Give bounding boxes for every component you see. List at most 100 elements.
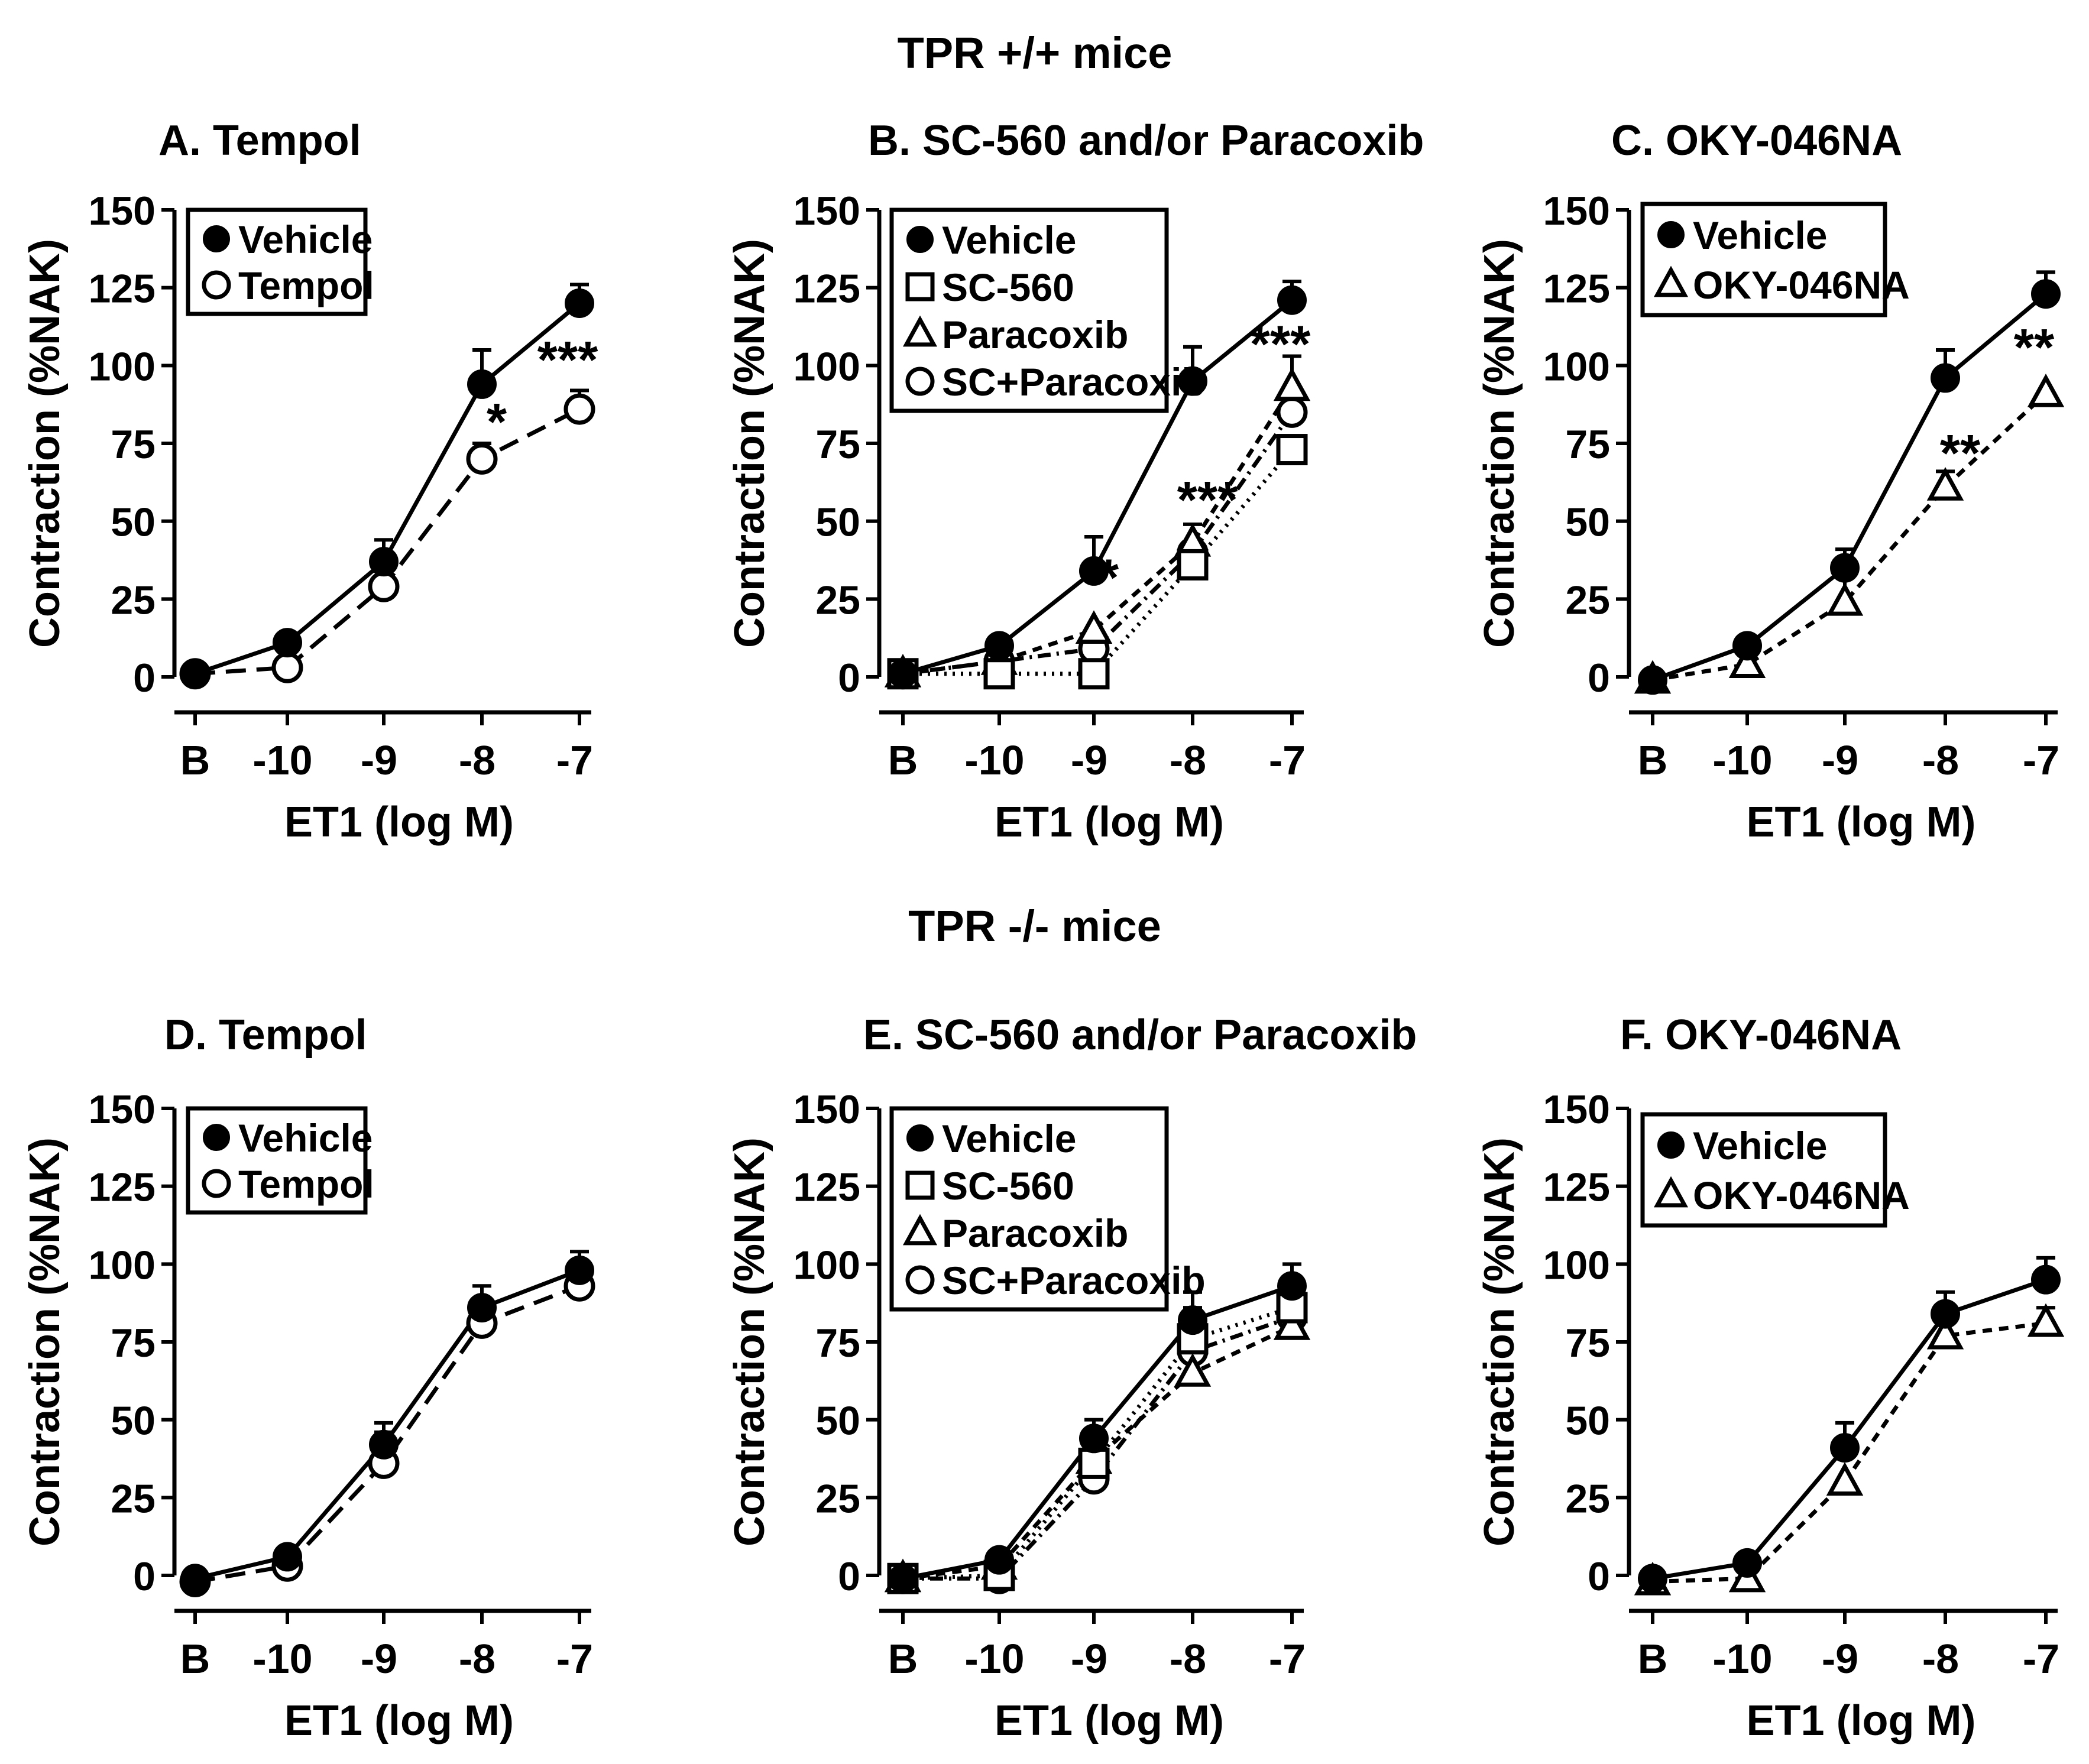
panel-d-ylabel: Contraction (%NAK) [21,1137,69,1546]
panel-c-legend-marker [1653,265,1689,297]
panel-e-point-paracoxib [1174,1353,1212,1387]
panel-b-ytick-label: 25 [815,578,860,622]
panel-e-point-vehicle [1277,1271,1307,1301]
panel-f-line-vehicle [1652,1277,2047,1581]
panel-a-xtick-label: -10 [252,737,312,783]
panel-d-point-vehicle [180,1564,210,1594]
panel-b-legend [889,207,1169,413]
panel-a-ytick-label: 0 [133,656,156,701]
panel-f-point-vehicle [1830,1433,1860,1463]
panel-e-point-vehicle [1178,1305,1207,1335]
panel-d-point-vehicle [273,1542,302,1572]
panel-e-legend-label: SC-560 [942,1164,1074,1208]
panel-c: C. OKY-046NA 0 25 50 75 100 125 150 Contraction … [1476,117,2065,846]
panel-c-point-oky-046na [1728,644,1766,678]
panel-d-xtick-label: B [180,1636,210,1682]
panel-a-xtick-label: B [180,737,210,783]
panel-c-point-vehicle [1638,665,1667,695]
panel-d-point-vehicle [467,1293,497,1323]
panel-f-ytick-label: 0 [1588,1554,1610,1599]
panel-b: B. SC-560 and/or Paracoxib 0 25 50 75 100 125 1… [726,117,1424,846]
panel-c-ytick-label: 75 [1565,422,1610,467]
panel-e-xtick-label: -10 [964,1636,1024,1682]
panel-e-ytick-label: 0 [838,1554,860,1599]
panel-a-point-tempol [466,443,498,475]
panel-c-point-oky-046na [2027,374,2065,407]
panel-f-ytick-label: 150 [1543,1087,1610,1132]
panel-e-line-sc-paracoxib [903,1315,1293,1581]
panel-b-legend-label: Paracoxib [942,313,1129,356]
panel-a-ytick-label: 75 [111,422,156,467]
panel-a-ytick-label: 150 [89,189,156,234]
panel-a-ylabel: Contraction (%NAK) [21,239,69,648]
panel-b-point-paracoxib [1075,610,1113,644]
panel-e-point-vehicle [1079,1423,1109,1454]
panel-b-significance: * [1099,548,1119,607]
panel-f-ytick-label: 75 [1565,1321,1610,1366]
panel-d-title: D. Tempol [164,1011,367,1059]
panel-b-point-vehicle [1079,556,1109,586]
panel-e-point-vehicle [984,1545,1014,1575]
panel-c-title: C. OKY-046NA [1611,117,1902,164]
panel-a-point-vehicle [273,628,302,658]
panel-c-ytick-label: 0 [1588,656,1610,701]
panel-c-point-vehicle [1830,553,1860,583]
panel-e-ytick-label: 150 [794,1087,860,1132]
panel-b-ytick-label: 100 [794,344,860,389]
panel-c-ytick-label: 125 [1543,267,1610,312]
panel-f-legend-label: Vehicle [1693,1124,1828,1168]
panel-f-ytick-label: 50 [1565,1399,1610,1444]
panel-a-ytick-label: 125 [89,267,156,312]
panel-b-point-sc-560 [983,658,1015,690]
panel-e-ytick-label: 125 [794,1165,860,1210]
panel-d: D. Tempol 0 25 50 75 100 125 150 Contraction (%N… [21,1011,595,1744]
panel-b-xtick-label: -9 [1071,737,1107,783]
panel-f-xtick-label: -10 [1712,1636,1772,1682]
panel-b-point-vehicle [1277,285,1307,315]
panel-c-xlabel: ET1 (log M) [1747,799,1976,846]
panel-b-legend-label: SC-560 [942,265,1074,309]
panel-c-legend-label: Vehicle [1693,213,1828,257]
panel-b-xtick-label: -7 [1269,737,1306,783]
panel-a-legend-marker [202,270,231,300]
panel-b-point-vehicle [1178,366,1207,396]
panel-f-ytick-label: 100 [1543,1243,1610,1288]
panel-a-xtick-label: -9 [361,737,397,783]
panel-f-legend-marker [1657,1131,1685,1159]
panel-a-legend-label: Tempol [238,264,374,307]
panel-e-xtick-label: -7 [1269,1636,1306,1682]
panel-e-legend-label: SC+Paracoxib [942,1259,1206,1302]
panel-e: E. SC-560 and/or Paracoxib 0 25 50 75 100 125 1… [726,1011,1417,1744]
panel-d-ytick-label: 150 [89,1087,156,1132]
panel-f-legend [1640,1112,1887,1228]
panel-a-point-vehicle [180,659,210,689]
panel-b-ytick-label: 75 [815,422,860,467]
panel-d-xtick-label: -8 [459,1636,495,1682]
panel-f-point-vehicle [1732,1548,1762,1578]
panel-c-xtick-label: -10 [1712,737,1772,783]
panel-b-point-vehicle [888,659,918,689]
panel-b-point-sc-560 [1078,658,1110,690]
panel-b-xtick-label: -10 [964,737,1024,783]
panel-b-significance: *** [1250,314,1311,373]
panel-a-point-tempol [368,570,400,602]
panel-b-ylabel: Contraction (%NAK) [726,239,773,648]
panel-a-point-tempol [563,393,595,425]
panel-c-point-vehicle [1732,631,1762,661]
panel-b-title: B. SC-560 and/or Paracoxib [868,117,1424,164]
panel-a-ytick-label: 100 [89,344,156,389]
panel-e-ytick-label: 100 [794,1243,860,1288]
panel-a-ytick-label: 25 [111,578,156,622]
panel-e-ylabel: Contraction (%NAK) [726,1137,773,1546]
panel-c-point-vehicle [1931,363,1960,393]
panel-f-point-oky-046na [1926,1315,1964,1350]
panel-f-ytick-label: 125 [1543,1165,1610,1210]
panel-e-ytick-label: 50 [815,1399,860,1444]
panel-e-legend-marker [906,1124,934,1152]
panel-a-xtick-label: -7 [556,737,593,783]
panel-f-point-vehicle [2031,1264,2061,1295]
panel-b-xtick-label: -8 [1170,737,1206,783]
panel-f-point-vehicle [1931,1299,1960,1329]
panel-b-legend-marker [905,367,935,396]
top-heading: TPR +/+ mice [898,28,1173,77]
